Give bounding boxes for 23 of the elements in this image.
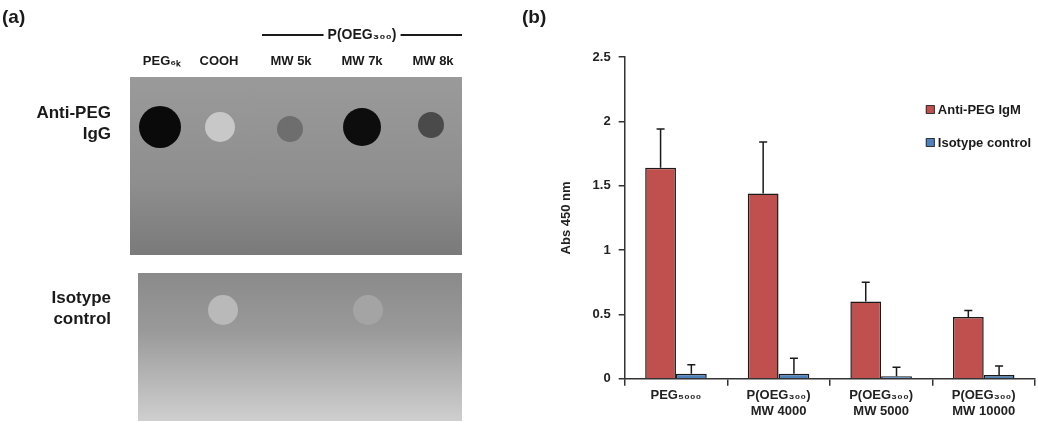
x-tick-label: PEG₅₀₀₀ xyxy=(650,387,702,403)
text: Isotype control xyxy=(51,287,111,329)
legend-label: Isotype control xyxy=(937,134,1032,150)
y-axis-title: Abs 450 nm xyxy=(558,181,574,255)
x-tick-label: P(OEG₃₀₀) MW 10000 xyxy=(951,387,1016,418)
y-tick-label: 1.5 xyxy=(592,177,611,193)
y-tick-label: 1 xyxy=(603,241,611,257)
y-tick-label: 0 xyxy=(603,370,611,386)
text: P(OEG₃₀₀) xyxy=(323,24,401,44)
text: MW 5k xyxy=(270,52,312,70)
y-tick-label: 0.5 xyxy=(592,306,611,322)
x-tick-label: P(OEG₃₀₀) MW 4000 xyxy=(746,387,811,418)
text: PEG₆ₖ xyxy=(142,52,182,70)
chart-title: (b) xyxy=(522,6,547,28)
legend-label: Anti-PEG IgM xyxy=(937,101,1021,117)
text: COOH xyxy=(199,52,239,70)
y-tick-label: 2.5 xyxy=(592,48,611,64)
text: MW 7k xyxy=(341,52,383,70)
text: (a) xyxy=(2,6,26,28)
text: MW 8k xyxy=(412,52,454,70)
x-tick-label: P(OEG₃₀₀) MW 5000 xyxy=(849,387,914,418)
text: Anti-PEG IgG xyxy=(36,102,111,144)
y-tick-label: 2 xyxy=(603,112,611,128)
